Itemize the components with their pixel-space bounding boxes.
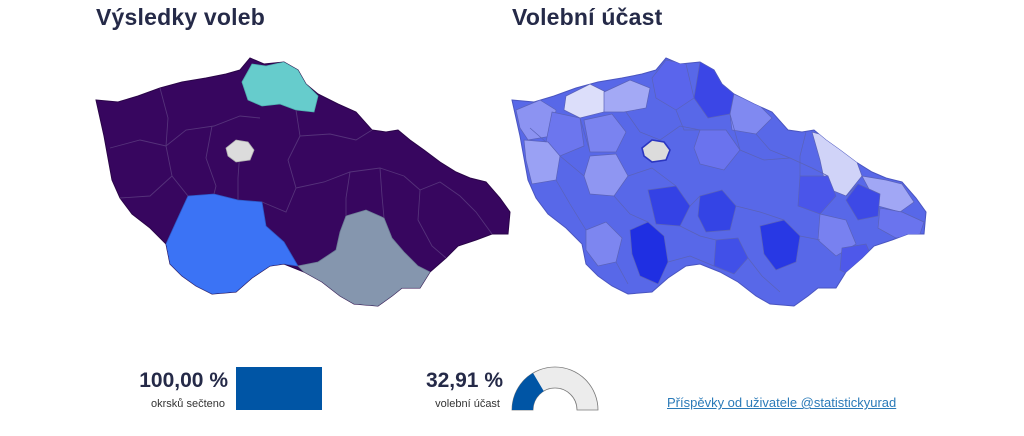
district-turnout-f[interactable] [583, 113, 627, 153]
tweets-link[interactable]: Příspěvky od uživatele @statistickyurad [667, 395, 897, 410]
district-turnout-q[interactable] [647, 185, 691, 227]
counted-percentage: 100,00 % [139, 369, 228, 392]
district-borders-results [109, 87, 493, 259]
district-turnout-w[interactable] [713, 237, 749, 275]
district-turnout-b[interactable] [603, 79, 651, 113]
maps-canvas [95, 57, 927, 307]
region-prague-results[interactable] [225, 139, 255, 163]
turnout-percentage: 32,91 % [425, 369, 503, 392]
district-turnout-d[interactable] [545, 111, 585, 157]
district-turnout-n[interactable] [629, 221, 669, 285]
district-turnout-t[interactable] [797, 175, 837, 215]
counted-label: okrsků sečteno [151, 398, 225, 410]
turnout-map-title: Volební účast [512, 4, 663, 30]
region-prague-turnout[interactable] [641, 139, 671, 163]
results-map-title: Výsledky voleb [96, 4, 265, 30]
region-south-east[interactable] [297, 209, 431, 306]
turnout-gauge [511, 366, 599, 411]
district-turnout-m[interactable] [877, 207, 925, 239]
district-turnout-a[interactable] [563, 83, 607, 119]
turnout-map [511, 57, 927, 307]
district-turnout-p[interactable] [697, 189, 737, 233]
counted-progress-bar [236, 367, 322, 410]
turnout-label: volební účast [435, 398, 500, 410]
gauge-fill [512, 373, 544, 410]
region-north[interactable] [241, 61, 319, 113]
district-turnout-r[interactable] [693, 129, 741, 171]
district-turnout-l[interactable] [845, 183, 881, 221]
results-map [95, 57, 511, 307]
district-borders-turnout [529, 109, 859, 293]
counted-progress-fill [236, 367, 322, 410]
